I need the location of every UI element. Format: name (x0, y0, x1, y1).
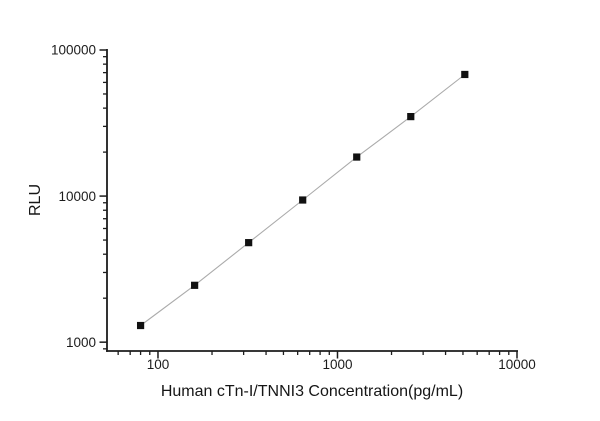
y-tick-label: 1000 (66, 335, 96, 350)
y-tick-label: 100000 (51, 43, 96, 58)
y-axis-title: RLU (27, 183, 44, 217)
data-point-marker (191, 281, 199, 289)
x-tick-label: 100 (147, 357, 170, 372)
data-point-marker (136, 321, 145, 330)
data-point-marker (461, 70, 469, 79)
data-point-marker (407, 113, 415, 121)
data-point-marker (299, 196, 307, 204)
data-point-marker (353, 153, 361, 161)
x-tick-label: 1000 (322, 357, 352, 372)
x-axis-title: Human cTn-I/TNNI3 Concentration(pg/mL) (160, 383, 464, 400)
data-point-marker (245, 239, 253, 247)
y-tick-label: 10000 (58, 189, 96, 204)
x-tick-label: 10000 (498, 357, 536, 372)
